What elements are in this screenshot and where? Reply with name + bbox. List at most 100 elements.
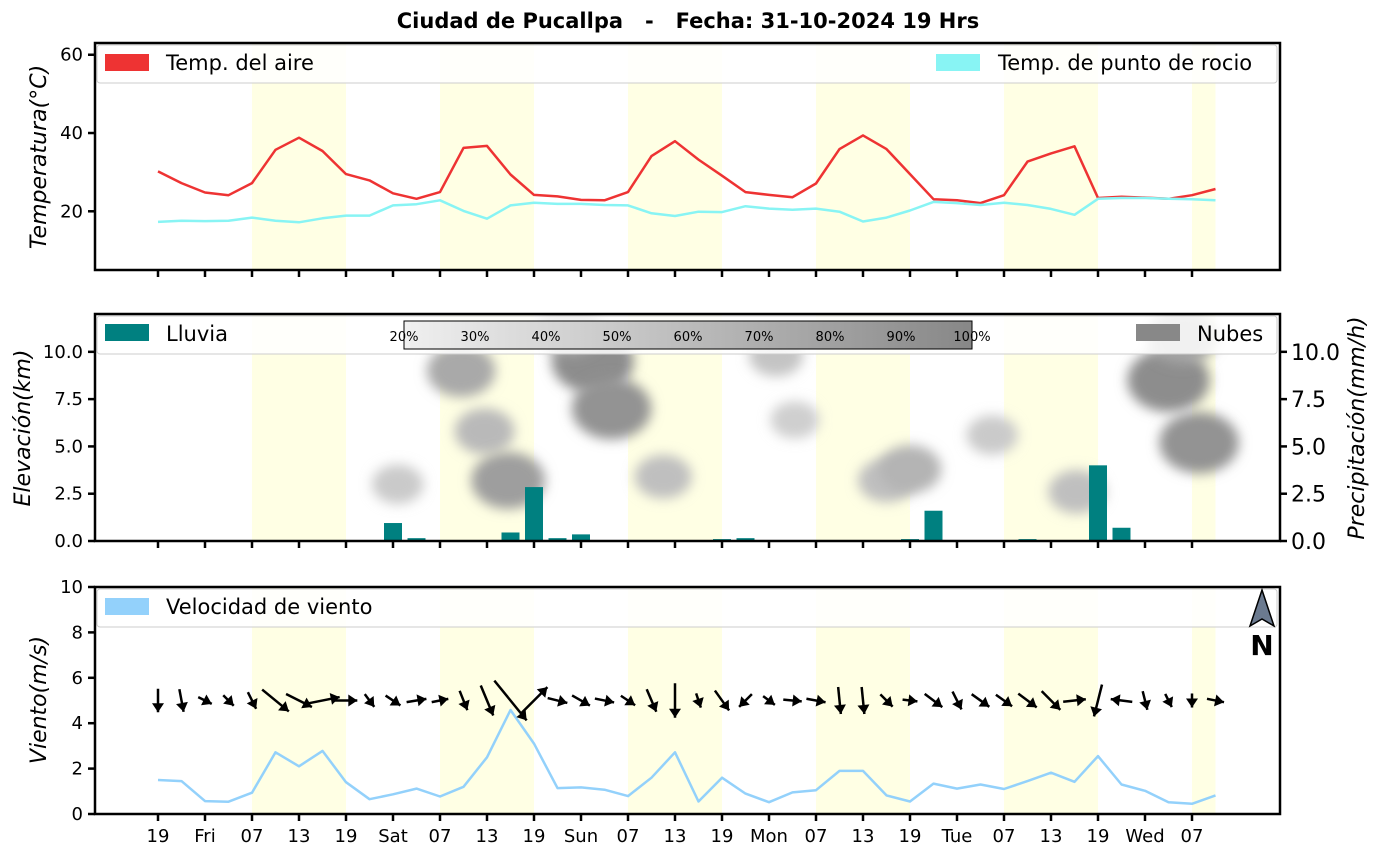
wind-x-ticks: 19 Fri 07 13 19 Sat 07 13 19 Sun 07 13 19 Mon 07 13 19 Tu… (147, 814, 1203, 847)
rain-bar (924, 510, 943, 541)
x-tick-label: 07 (429, 826, 452, 847)
rain-bar (1089, 465, 1107, 541)
legend-rain-label: Lluvia (166, 322, 228, 346)
precip-ylabel: Precipitación(mm/h) (1345, 316, 1370, 539)
north-label: N (1250, 629, 1273, 662)
temperature-lines (157, 134, 1216, 224)
rain-bar (501, 532, 520, 541)
y-tick-label: 5.0 (54, 436, 83, 457)
x-tick-label: Fri (194, 826, 215, 847)
wind-arrow (363, 693, 376, 708)
y-tick-label-right: 2.5 (1291, 483, 1326, 508)
wind-arrow (571, 694, 591, 707)
wind-arrow (222, 694, 235, 707)
wind-arrow (479, 685, 496, 716)
elevation-y-ticks: 0.0 2.5 5.0 7.5 10.0 (43, 342, 95, 552)
legend-cloud-label: Nubes (1197, 322, 1263, 346)
y-tick-label: 2.5 (54, 484, 83, 505)
y-tick-label: 7.5 (54, 389, 83, 410)
wind-arrow (519, 686, 549, 715)
x-tick-label: 07 (241, 826, 264, 847)
day-band (1192, 587, 1216, 814)
rain-bar (407, 538, 426, 541)
wind-arrow (1063, 694, 1086, 707)
x-tick-label: Sat (378, 826, 408, 847)
wind-legend: Velocidad de viento (96, 588, 1278, 628)
wind-arrow (738, 693, 753, 708)
y-tick-label: 60 (60, 45, 83, 66)
y-tick-label-right: 10.0 (1291, 341, 1340, 366)
wind-arrow (902, 694, 918, 707)
y-tick-label: 8 (72, 622, 83, 643)
x-tick-label: 07 (993, 826, 1016, 847)
wind-arrows (152, 679, 1225, 722)
wind-frame (93, 585, 1282, 816)
legend-dew-label: Temp. de punto de rocio (997, 51, 1252, 75)
rain-bars (384, 465, 1131, 541)
north-indicator: N (1248, 587, 1276, 662)
wind-arrow (458, 690, 470, 711)
wind-arrow (406, 694, 427, 707)
y-tick-label: 0.0 (54, 531, 83, 552)
wind-ylabel: Viento(m/s) (27, 636, 52, 764)
legend-air-label: Temp. del aire (165, 51, 314, 75)
series-line (157, 134, 1216, 205)
cloud-blob (1127, 348, 1210, 413)
series-line (157, 708, 1216, 806)
wind-arrow (384, 694, 402, 707)
wind-y-ticks: 0 2 4 6 8 10 (60, 577, 95, 825)
precip-y-ticks: 0.0 2.5 5.0 7.5 10.0 (1280, 341, 1340, 555)
cloud-blob (454, 408, 515, 455)
cloud-blob (634, 454, 692, 499)
colorbar-label: 60% (674, 330, 703, 345)
colorbar-label: 100% (953, 330, 990, 345)
temperature-y-ticks: 20 40 60 (60, 45, 95, 222)
wind-arrow (923, 692, 944, 709)
temperature-ylabel: Temperatura(°C) (27, 65, 52, 249)
wind-arrow (431, 694, 449, 707)
y-tick-label: 2 (72, 759, 83, 780)
y-tick-label-right: 5.0 (1291, 435, 1326, 460)
wind-arrow (176, 688, 188, 713)
wind-arrow (1162, 693, 1174, 708)
series-line (157, 196, 1216, 224)
x-tick-label: Sun (564, 826, 598, 847)
x-tick-label: 19 (899, 826, 922, 847)
wind-arrow (1090, 684, 1104, 717)
rain-bar (736, 538, 755, 541)
rain-frame (93, 312, 1282, 543)
elevation-ylabel: Elevación(km) (11, 350, 36, 507)
wind-arrow (645, 688, 659, 713)
y-tick-label: 4 (72, 713, 83, 734)
wind-arrow (879, 693, 894, 708)
wind-arrow (246, 691, 258, 710)
wind-arrow (594, 694, 615, 707)
y-tick-label: 40 (60, 123, 83, 144)
wind-arrow (305, 692, 340, 706)
x-tick-label: Mon (750, 826, 788, 847)
y-tick-label-right: 0.0 (1291, 530, 1326, 555)
y-tick-label: 10.0 (43, 342, 83, 363)
y-tick-label: 0 (72, 804, 83, 825)
temperature-legend: Temp. del aire Temp. de punto de rocio (96, 44, 1278, 84)
rain-bar (548, 538, 567, 541)
wind-arrow (1110, 694, 1133, 707)
wind-arrow (197, 694, 213, 706)
rain-x-ticks (156, 541, 1194, 548)
x-tick-label: Tue (941, 826, 973, 847)
legend-wind-swatch (105, 598, 149, 615)
x-tick-label: 13 (476, 826, 499, 847)
wind-panel: 0 2 4 6 8 10 19 Fri 07 13 19 Sat 07 13 19 Sun 07 13 19 Mon… (27, 577, 1282, 847)
wind-arrow (669, 683, 681, 718)
colorbar-label: 30% (461, 330, 490, 345)
x-tick-label: 13 (288, 826, 311, 847)
rain-clouds-panel: 0.0 2.5 5.0 7.5 10.0 0.0 2.5 5.0 7.5 10.0 Elevac… (11, 312, 1370, 555)
wind-arrow (713, 689, 731, 712)
wind-arrow (833, 686, 846, 715)
cloud-colorbar-labels: 20% 30% 40% 50% 60% 70% 80% 90% 100% (390, 330, 991, 345)
cloud-blob (770, 401, 820, 439)
x-tick-label: 07 (617, 826, 640, 847)
x-tick-label: 19 (523, 826, 546, 847)
x-tick-label: 13 (852, 826, 875, 847)
wind-arrow (1139, 690, 1151, 711)
